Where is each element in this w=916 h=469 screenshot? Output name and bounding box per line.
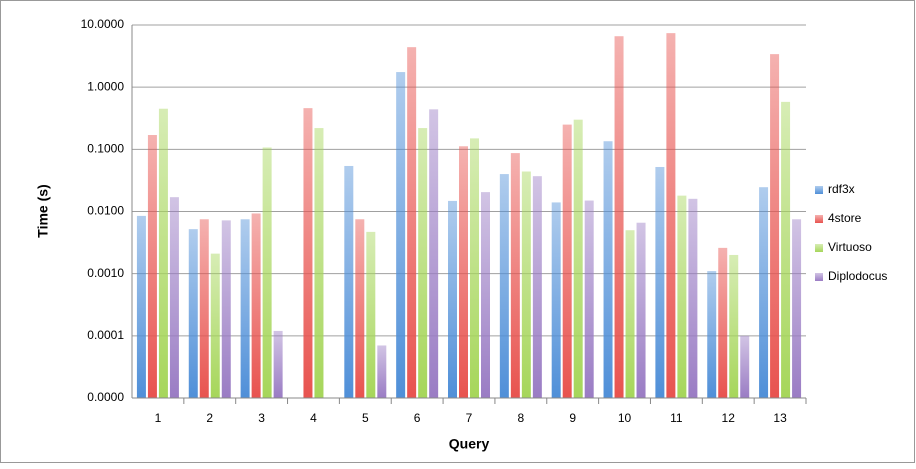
x-tick-label: 9 xyxy=(569,411,576,425)
bar xyxy=(240,219,250,398)
bar xyxy=(688,198,698,398)
bar xyxy=(355,219,365,398)
bar xyxy=(562,124,572,398)
bar xyxy=(314,128,324,398)
bar xyxy=(396,72,406,398)
x-tick-label: 2 xyxy=(206,411,213,425)
bar xyxy=(729,254,739,398)
bar xyxy=(169,197,179,398)
bar xyxy=(429,109,439,398)
x-tick-label: 4 xyxy=(310,411,317,425)
bar xyxy=(418,128,428,398)
legend-label: Virtuoso xyxy=(828,240,872,254)
bar xyxy=(584,200,594,398)
bar xyxy=(481,192,490,398)
bar xyxy=(273,330,283,398)
legend-swatch xyxy=(815,244,823,252)
legend-swatch xyxy=(815,215,823,223)
x-tick-label: 1 xyxy=(155,411,162,425)
y-tick-label: 0.0000 xyxy=(87,390,124,404)
bar xyxy=(407,47,417,399)
legend-label: rdf3x xyxy=(828,182,855,196)
x-tick-label: 11 xyxy=(670,411,683,425)
bar xyxy=(521,171,531,398)
legend-label: Diplodocus xyxy=(828,269,887,283)
bar xyxy=(636,222,646,398)
bar xyxy=(377,345,387,398)
x-tick-label: 6 xyxy=(414,411,421,425)
bar xyxy=(740,335,750,398)
x-tick-label: 3 xyxy=(258,411,265,425)
bar xyxy=(158,108,168,399)
bar xyxy=(551,202,561,398)
bar xyxy=(499,174,509,398)
bar xyxy=(210,253,220,398)
bar xyxy=(718,247,728,398)
bar xyxy=(655,166,665,398)
bar xyxy=(614,36,624,398)
bar xyxy=(603,141,613,399)
bar xyxy=(707,271,717,398)
bar xyxy=(532,176,542,398)
x-tick-label: 12 xyxy=(722,411,736,425)
y-tick-label: 0.1000 xyxy=(87,142,124,156)
x-tick-label: 7 xyxy=(466,411,473,425)
bar xyxy=(221,220,231,398)
bar xyxy=(510,153,520,398)
bar xyxy=(759,187,769,398)
bar xyxy=(344,165,354,398)
bar xyxy=(459,146,468,398)
y-tick-label: 0.0100 xyxy=(87,204,124,218)
bar xyxy=(147,135,157,399)
x-tick-label: 5 xyxy=(362,411,369,425)
bar xyxy=(770,54,780,398)
bar xyxy=(136,215,146,398)
y-tick-label: 10.0000 xyxy=(81,17,125,31)
bar xyxy=(792,219,802,398)
bar xyxy=(573,119,583,398)
bar xyxy=(188,229,198,398)
x-tick-label: 8 xyxy=(518,411,525,425)
bar xyxy=(303,108,313,398)
y-axis-title: Time (s) xyxy=(35,184,51,237)
bar xyxy=(366,231,376,398)
bar xyxy=(781,101,791,398)
bar xyxy=(251,213,261,398)
x-tick-label: 13 xyxy=(773,411,787,425)
y-tick-label: 1.0000 xyxy=(87,79,124,93)
bar xyxy=(199,219,209,398)
bar xyxy=(470,138,479,398)
legend-label: 4store xyxy=(828,211,862,225)
bar xyxy=(666,33,676,399)
bar xyxy=(625,230,635,398)
bar xyxy=(262,147,272,398)
legend-swatch xyxy=(815,186,823,194)
x-axis-title: Query xyxy=(449,436,490,452)
legend-swatch xyxy=(815,273,823,281)
y-tick-label: 0.0001 xyxy=(87,328,124,342)
bar xyxy=(677,195,687,398)
bar xyxy=(448,200,457,398)
y-tick-label: 0.0010 xyxy=(87,266,124,280)
x-tick-label: 10 xyxy=(618,411,632,425)
